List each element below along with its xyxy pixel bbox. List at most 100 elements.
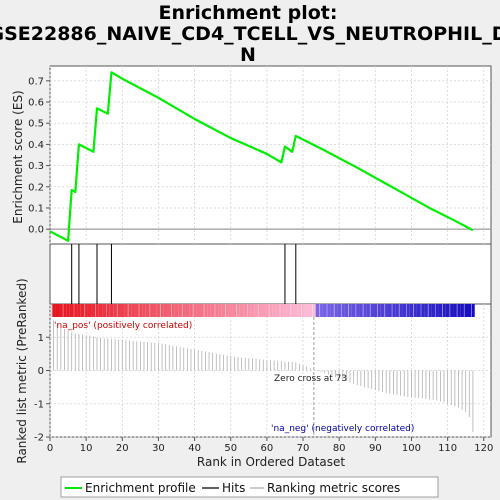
rank-color-cell (359, 304, 363, 317)
rank-color-bar (51, 304, 475, 317)
rank-color-cell (149, 304, 154, 317)
rank-color-cell (434, 304, 439, 317)
rank-color-cell (134, 304, 139, 317)
rank-color-cell (337, 304, 341, 317)
rank-color-cell (171, 304, 175, 317)
rank-color-cell (254, 304, 258, 317)
rank-color-cell (330, 304, 334, 317)
metric-y-ticks: -2 -1 0 1 (34, 333, 50, 444)
rank-color-cell (218, 304, 222, 317)
rank-color-cell (203, 304, 208, 317)
rank-color-cell (283, 304, 287, 317)
rank-color-cell (301, 304, 305, 317)
rank-color-cell (391, 304, 396, 317)
rank-color-cell (355, 304, 360, 317)
rank-color-cell (286, 304, 291, 317)
rank-color-cell (207, 304, 211, 317)
rank-color-cell (210, 304, 215, 317)
rank-color-cell (308, 304, 313, 317)
rank-color-cell (272, 304, 276, 317)
rank-color-cell (221, 304, 226, 317)
rank-color-cell (200, 304, 204, 317)
rank-color-cell (156, 304, 161, 317)
rank-color-cell (84, 304, 88, 317)
rank-color-cell (304, 304, 309, 317)
rank-color-cell (73, 304, 78, 317)
rank-color-cell (261, 304, 266, 317)
legend-box (60, 476, 439, 498)
rank-color-cell (293, 304, 298, 317)
rank-color-cell (59, 304, 63, 317)
rank-color-cell (192, 304, 197, 317)
title-line-1: Enrichment plot: (159, 2, 338, 24)
rank-color-cell (236, 304, 240, 317)
rank-color-cell (163, 304, 168, 317)
rank-color-cell (402, 304, 407, 317)
rank-color-cell (395, 304, 399, 317)
x-tick-label: 60 (261, 443, 274, 454)
rank-color-cell (449, 304, 454, 317)
rank-color-cell (409, 304, 414, 317)
rank-color-cell (369, 304, 374, 317)
rank-color-cell (333, 304, 338, 317)
rank-color-cell (312, 304, 316, 317)
rank-color-cell (373, 304, 378, 317)
rank-color-cell (98, 304, 103, 317)
y-axis-label-top: Enrichment score (ES) (11, 90, 25, 223)
rank-color-cell (102, 304, 107, 317)
rank-color-cell (348, 304, 352, 317)
rank-color-cell (460, 304, 464, 317)
rank-color-cell (467, 304, 472, 317)
rank-color-cell (80, 304, 85, 317)
es-y-ticks: 0.0 0.1 0.2 0.3 0.4 0.5 0.6 0.7 (28, 76, 50, 236)
x-tick-label: 20 (116, 443, 129, 454)
rank-color-cell (178, 304, 182, 317)
rank-color-cell (55, 304, 60, 317)
metric-bars (53, 320, 474, 433)
rank-color-cell (145, 304, 150, 317)
rank-color-cell (142, 304, 146, 317)
rank-color-cell (167, 304, 172, 317)
x-tick-label: 40 (188, 443, 201, 454)
rank-color-cell (153, 304, 157, 317)
rank-color-cell (420, 304, 425, 317)
rank-color-cell (77, 304, 81, 317)
x-tick-label: 90 (369, 443, 382, 454)
es-tick-label: 0.4 (28, 140, 44, 151)
es-tick-label: 0.3 (28, 161, 44, 172)
metric-tick-label: -1 (34, 399, 44, 410)
title-line-2: GSE22886_NAIVE_CD4_TCELL_VS_NEUTROPHIL_D (0, 23, 500, 45)
x-ticks: 0 10 20 30 40 50 60 70 80 90 100 110 120 (47, 437, 493, 454)
es-tick-label: 0.2 (28, 182, 44, 193)
rank-color-cell (315, 304, 320, 317)
x-tick-label: 70 (297, 443, 310, 454)
rank-color-cell (131, 304, 135, 317)
rank-color-cell (424, 304, 428, 317)
x-tick-label: 110 (438, 443, 457, 454)
rank-color-cell (160, 304, 164, 317)
rank-color-cell (95, 304, 99, 317)
rank-color-cell (427, 304, 432, 317)
rank-color-cell (109, 304, 114, 317)
rank-color-cell (66, 304, 70, 317)
rank-color-cell (87, 304, 92, 317)
legend-item-metric: Ranking metric scores (267, 481, 400, 495)
rank-color-cell (290, 304, 294, 317)
metric-tick-label: 1 (38, 333, 44, 344)
rank-color-cell (69, 304, 74, 317)
es-tick-label: 0.7 (28, 76, 44, 87)
x-tick-label: 30 (152, 443, 165, 454)
rank-color-cell (387, 304, 392, 317)
rank-color-cell (406, 304, 410, 317)
legend-item-hits: Hits (222, 481, 245, 495)
rank-color-cell (62, 304, 67, 317)
es-tick-label: 0.1 (28, 203, 44, 214)
rank-color-cell (463, 304, 468, 317)
es-tick-label: 0.5 (28, 119, 44, 130)
x-tick-label: 10 (80, 443, 93, 454)
rank-color-cell (442, 304, 446, 317)
x-tick-label: 120 (474, 443, 493, 454)
rank-color-cell (431, 304, 435, 317)
rank-color-cell (106, 304, 110, 317)
